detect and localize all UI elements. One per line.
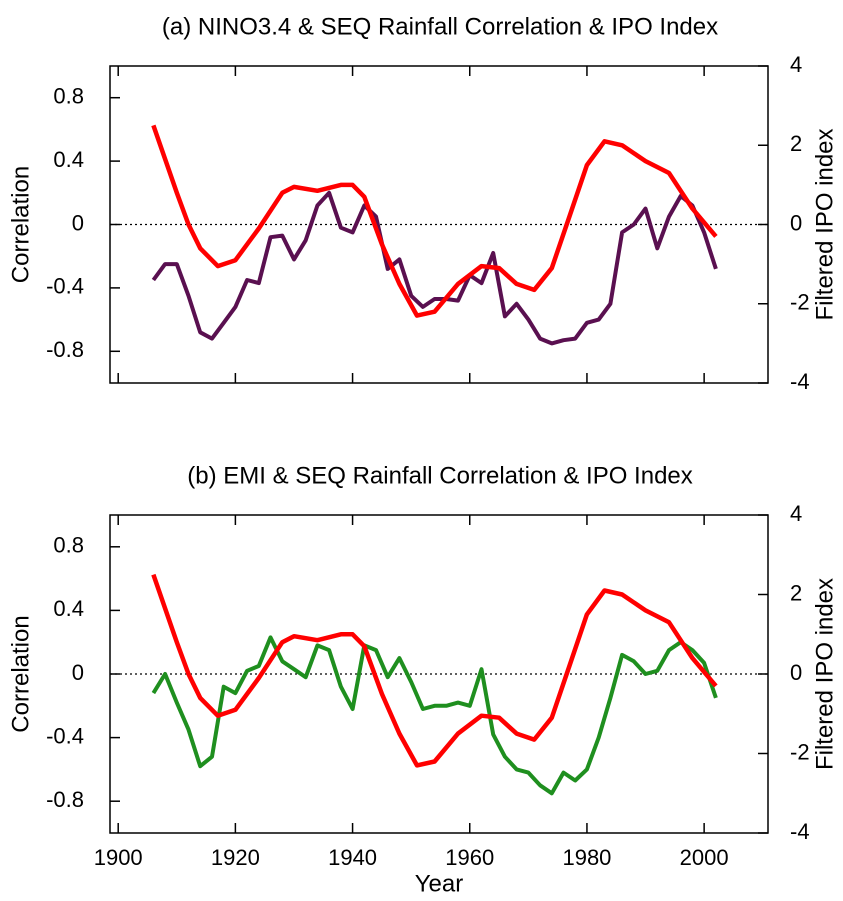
plot-frame (109, 65, 769, 384)
y-axis-label: Correlation (7, 615, 34, 732)
y2-axis-label: Filtered IPO index (811, 578, 838, 770)
y-tick-label: 0.8 (53, 84, 84, 109)
y2-tick-label: 4 (790, 52, 802, 77)
y-tick-label: 0 (72, 660, 84, 685)
series-line (151, 635, 718, 796)
x-tick-label: 1900 (94, 845, 143, 870)
chart-title: (b) EMI & SEQ Rainfall Correlation & IPO… (187, 462, 693, 489)
y-tick-label: -0.8 (46, 337, 84, 362)
plot-frame (109, 514, 769, 834)
y-tick-label: -0.4 (46, 723, 84, 748)
y-axis-label: Correlation (7, 166, 34, 283)
y2-tick-label: -2 (790, 290, 810, 315)
y2-tick-label: -4 (790, 819, 810, 844)
y-tick-label: 0.4 (53, 596, 84, 621)
y2-tick-label: 2 (790, 580, 802, 605)
x-tick-label: 2000 (680, 845, 729, 870)
y2-tick-label: -4 (790, 369, 810, 394)
y2-axis-label: Filtered IPO index (811, 128, 838, 320)
x-tick-label: 1980 (562, 845, 611, 870)
x-axis-label: Year (415, 870, 464, 897)
y-tick-label: 0.4 (53, 147, 84, 172)
y-tick-label: -0.4 (46, 274, 84, 299)
y2-tick-label: 0 (790, 660, 802, 685)
y2-tick-label: -2 (790, 739, 810, 764)
y2-tick-label: 2 (790, 131, 802, 156)
series-line (151, 124, 718, 318)
series-line (151, 190, 718, 346)
series-line (151, 573, 718, 768)
y-tick-label: 0 (72, 210, 84, 235)
x-tick-label: 1960 (445, 845, 494, 870)
x-tick-label: 1940 (328, 845, 377, 870)
y-tick-label: 0.8 (53, 533, 84, 558)
x-tick-label: 1920 (211, 845, 260, 870)
chart-title: (a) NINO3.4 & SEQ Rainfall Correlation &… (162, 13, 718, 40)
y2-tick-label: 0 (790, 210, 802, 235)
y2-tick-label: 4 (790, 501, 802, 526)
y-tick-label: -0.8 (46, 787, 84, 812)
